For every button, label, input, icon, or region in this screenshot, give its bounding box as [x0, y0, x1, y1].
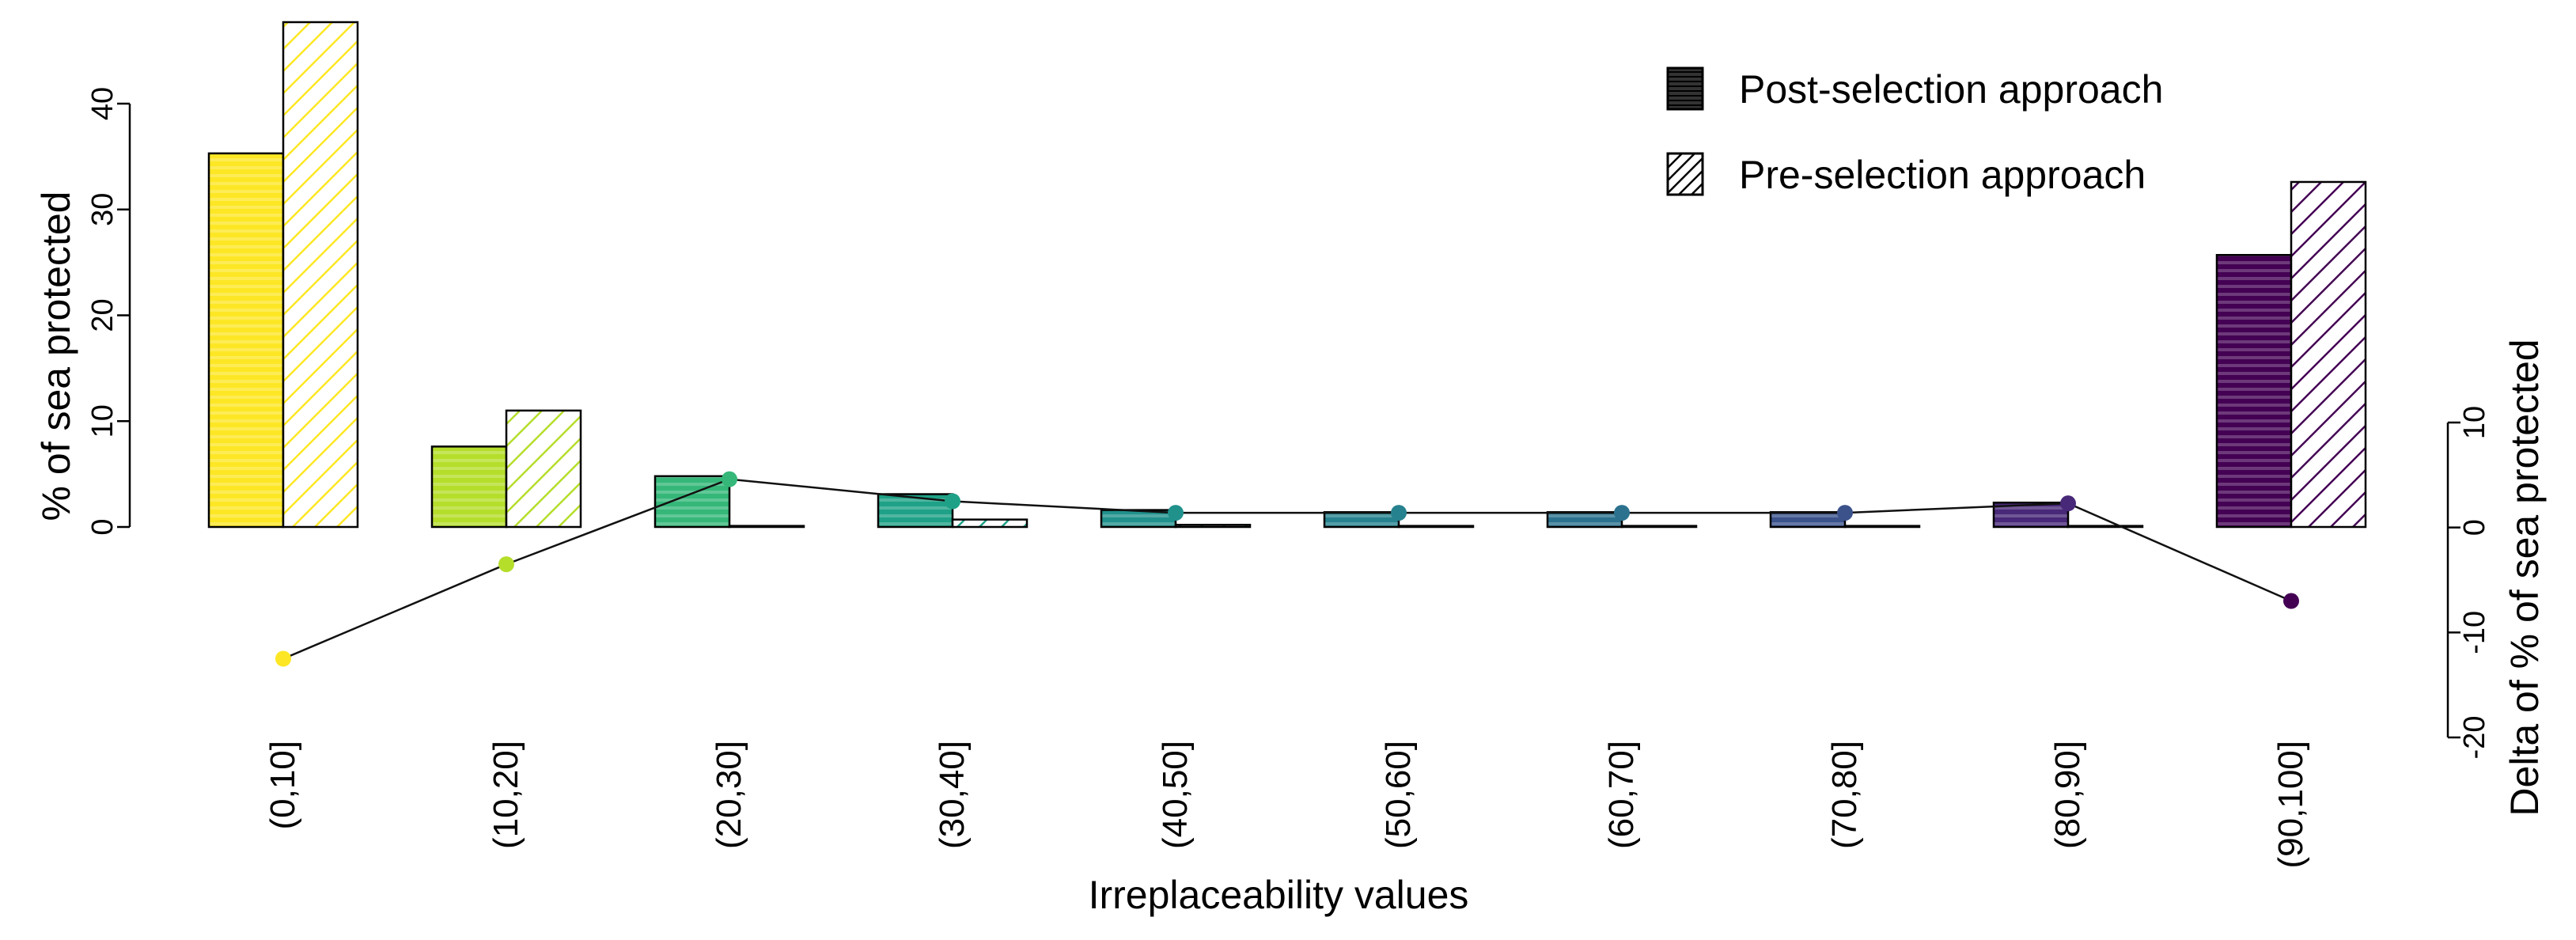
bar-post-7 — [1769, 511, 1847, 529]
left-tick-label-0: 0 — [86, 518, 119, 535]
x-tick-label-7: (70,80] — [1825, 741, 1864, 849]
delta-point-6 — [1614, 505, 1630, 521]
left-tick-label-4: 40 — [86, 87, 119, 120]
bar-pre-4 — [1174, 524, 1252, 529]
right-tick-label-0: -20 — [2458, 716, 2491, 760]
legend-swatch-pre — [1666, 152, 1704, 196]
bars-layer — [207, 21, 2367, 529]
x-tick-label-1: (10,20] — [487, 741, 525, 849]
delta-line — [282, 478, 2292, 660]
right-y-axis: -20 -10 0 10 — [2446, 406, 2491, 760]
x-tick-label-2: (20,30] — [710, 741, 748, 849]
x-tick-label-6: (60,70] — [1602, 741, 1641, 849]
bar-pre-2 — [728, 525, 805, 529]
x-tick-label-8: (80,90] — [2048, 741, 2087, 849]
bar-pre-8 — [2066, 525, 2144, 529]
bar-pre-0 — [282, 21, 359, 529]
legend-swatch-post — [1666, 66, 1704, 111]
delta-point-2 — [722, 471, 737, 487]
x-tick-label-0: (0,10] — [263, 741, 302, 830]
x-tick-label-5: (50,60] — [1379, 741, 1418, 849]
bar-pre-5 — [1397, 525, 1475, 529]
delta-line-layer — [275, 471, 2299, 667]
x-tick-label-4: (40,50] — [1156, 741, 1195, 849]
right-y-axis-title: Delta of % of sea protected — [2502, 339, 2547, 816]
legend-label-pre: Pre-selection approach — [1739, 153, 2146, 197]
bar-post-5 — [1323, 511, 1400, 529]
delta-point-1 — [498, 556, 514, 573]
bar-pre-1 — [505, 409, 582, 529]
legend-label-post: Post-selection approach — [1739, 67, 2163, 112]
bar-pre-3 — [951, 518, 1029, 529]
delta-point-9 — [2283, 593, 2299, 609]
bar-post-1 — [430, 445, 508, 529]
delta-point-3 — [945, 493, 960, 510]
bar-post-9 — [2215, 254, 2293, 529]
legend: Post-selection approach Pre-selection ap… — [1666, 66, 2163, 197]
delta-point-4 — [1168, 505, 1184, 521]
bar-post-6 — [1546, 511, 1623, 529]
right-tick-label-3: 10 — [2458, 406, 2491, 439]
x-tick-label-9: (90,100] — [2271, 741, 2310, 868]
delta-point-7 — [1837, 505, 1853, 521]
left-y-axis-title: % of sea protected — [34, 191, 78, 521]
delta-point-0 — [275, 650, 291, 667]
left-tick-label-1: 10 — [86, 404, 119, 438]
bar-post-3 — [877, 493, 954, 529]
bar-pre-9 — [2290, 180, 2367, 529]
left-tick-label-2: 20 — [86, 298, 119, 332]
right-tick-label-2: 0 — [2458, 519, 2491, 536]
x-axis-tick-labels: (0,10] (10,20] (20,30] (30,40] (40,50] (50,60… — [263, 741, 2310, 868]
x-tick-label-3: (30,40] — [933, 741, 972, 849]
bar-pre-7 — [1843, 525, 1921, 529]
delta-point-8 — [2060, 495, 2076, 512]
bar-pre-6 — [1620, 525, 1698, 529]
bar-post-0 — [207, 152, 285, 529]
right-tick-label-1: -10 — [2458, 611, 2491, 654]
left-y-axis: 0 10 20 30 40 — [86, 87, 131, 536]
x-axis-title: Irreplaceability values — [1089, 873, 1469, 917]
delta-point-5 — [1391, 505, 1407, 521]
left-tick-label-3: 30 — [86, 193, 119, 226]
